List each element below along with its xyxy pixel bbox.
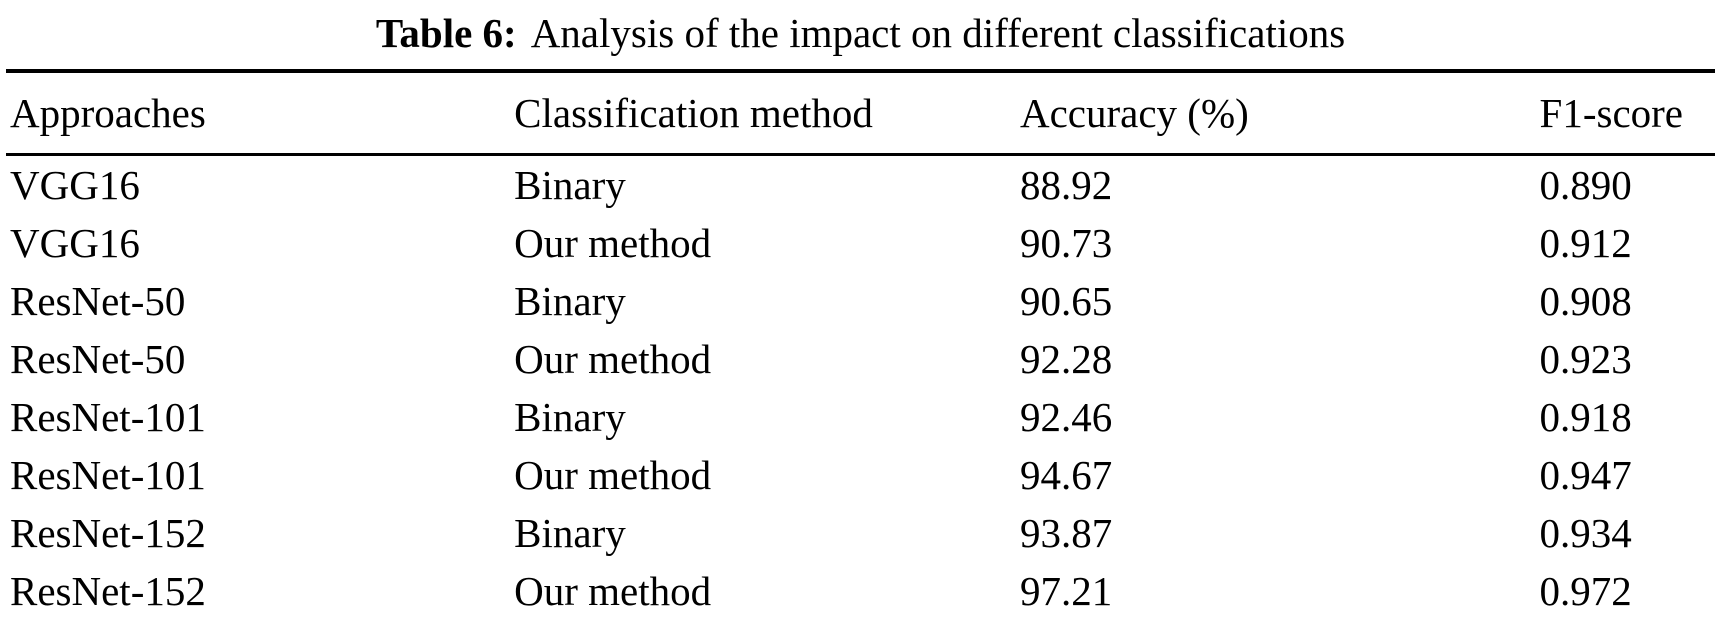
table-cell: 0.912	[1539, 220, 1632, 267]
table-row: ResNet-50 Our method 92.28 0.923	[6, 330, 1715, 388]
table-cell: Binary	[514, 394, 626, 441]
table-cell: ResNet-152	[10, 510, 206, 557]
table-row: ResNet-152 Binary 93.87 0.934	[6, 504, 1715, 562]
results-table: Approaches Classification method Accurac…	[6, 69, 1715, 617]
table-cell: 0.918	[1539, 394, 1632, 441]
table-row: ResNet-101 Our method 94.67 0.947	[6, 446, 1715, 504]
table-cell: 90.73	[1020, 220, 1113, 267]
table-row: ResNet-101 Binary 92.46 0.918	[6, 388, 1715, 446]
table-cell: ResNet-50	[10, 336, 186, 383]
table-cell: 0.972	[1539, 568, 1632, 615]
table-cell: ResNet-152	[10, 568, 206, 615]
table-cell: Binary	[514, 510, 626, 557]
table-cell: Our method	[514, 452, 712, 499]
column-header-f1-score: F1-score	[1539, 90, 1683, 137]
table-cell: ResNet-101	[10, 394, 206, 441]
table-cell: 88.92	[1020, 162, 1113, 209]
table-cell: 0.934	[1539, 510, 1632, 557]
table-cell: 97.21	[1020, 568, 1113, 615]
table-cell: 92.28	[1020, 336, 1113, 383]
table-row: VGG16 Our method 90.73 0.912	[6, 214, 1715, 272]
table-cell: ResNet-101	[10, 452, 206, 499]
table-cell: VGG16	[10, 162, 140, 209]
table-cell: Our method	[514, 220, 712, 267]
table-cell: Binary	[514, 278, 626, 325]
table-cell: 0.923	[1539, 336, 1632, 383]
column-header-classification-method: Classification method	[514, 90, 873, 137]
table-cell: ResNet-50	[10, 278, 186, 325]
column-header-approaches: Approaches	[10, 90, 206, 137]
table-caption-label: Table 6:	[375, 10, 517, 56]
table-cell: VGG16	[10, 220, 140, 267]
table-cell: 0.908	[1539, 278, 1632, 325]
table-header-row: Approaches Classification method Accurac…	[6, 71, 1715, 155]
table-cell: 94.67	[1020, 452, 1113, 499]
table-cell: 0.947	[1539, 452, 1632, 499]
table-row: ResNet-152 Our method 97.21 0.972	[6, 562, 1715, 617]
table-row: ResNet-50 Binary 90.65 0.908	[6, 272, 1715, 330]
table-cell: 0.890	[1539, 162, 1632, 209]
table-cell: 93.87	[1020, 510, 1113, 557]
table-cell: 90.65	[1020, 278, 1113, 325]
table-cell: Our method	[514, 568, 712, 615]
table-caption-text: Analysis of the impact on different clas…	[530, 10, 1346, 56]
table-cell: Our method	[514, 336, 712, 383]
table-row: VGG16 Binary 88.92 0.890	[6, 155, 1715, 215]
column-header-accuracy: Accuracy (%)	[1020, 90, 1249, 137]
table-cell: Binary	[514, 162, 626, 209]
table-caption: Table 6: Analysis of the impact on differ…	[6, 10, 1715, 57]
table-cell: 92.46	[1020, 394, 1113, 441]
